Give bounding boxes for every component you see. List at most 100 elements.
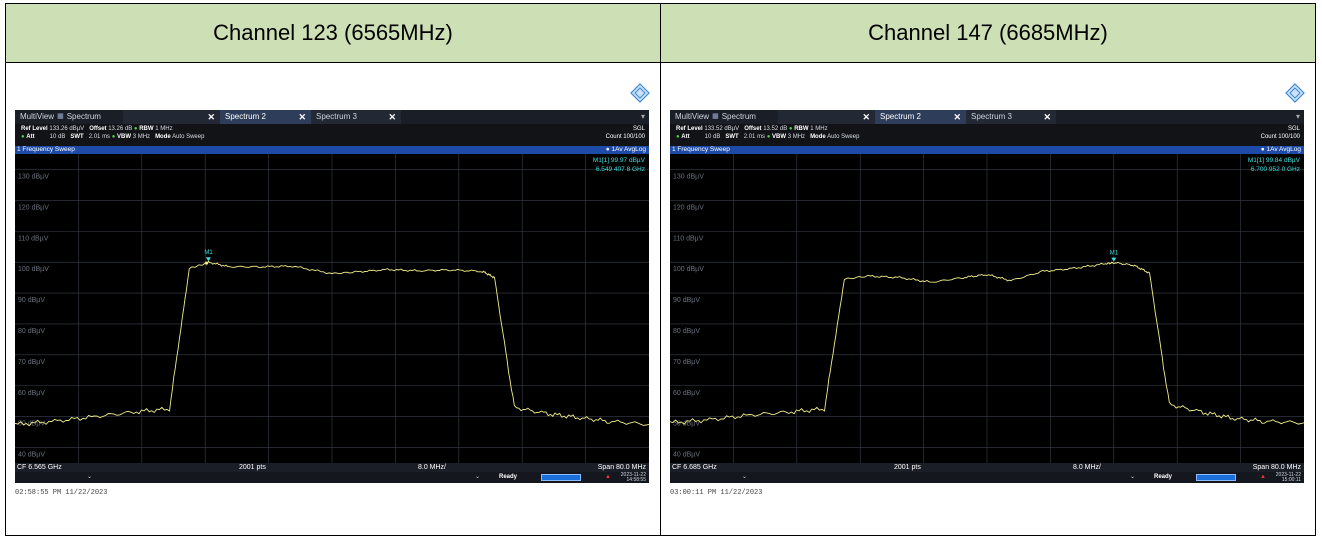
menu-icon[interactable]: ▾ (640, 112, 645, 121)
tab-label: Spectrum 3 (316, 112, 357, 121)
tab-multiview[interactable]: MultiView ▦ Spectrum (15, 110, 123, 124)
chevron-down-icon[interactable]: ⌄ (87, 474, 93, 480)
count-label: Count 100/100 (1260, 134, 1300, 140)
sweep-title-bar: 1 Frequency Sweep ● 1Av AvgLog (15, 146, 649, 154)
trace-line (670, 261, 1304, 425)
warning-icon: ▲ (605, 474, 611, 480)
y-tick-label: 50 dBµV (673, 421, 700, 428)
panel-heading-left: Channel 123 (6565MHz) (6, 4, 661, 63)
panel-heading-right: Channel 147 (6685MHz) (661, 4, 1315, 63)
close-icon[interactable]: ✕ (953, 112, 961, 122)
close-icon[interactable]: ✕ (388, 112, 396, 122)
spectrum-plot: 130 dBµV 120 dBµV 110 dBµV 100 dBµV 90 dBµV 8… (15, 154, 649, 463)
span-label: Span 80.0 MHz (597, 464, 646, 471)
marker-tag: M1 (1110, 251, 1119, 257)
y-tick-label: 70 dBµV (673, 359, 700, 366)
tab-multiview[interactable]: MultiView ▦ Spectrum (670, 110, 778, 124)
settings-row-2: ● Att 10 dB SWT 2.01 ms ● VBW 3 MHz Mode… (676, 134, 860, 140)
center-frequency: CF 6.685 GHz (672, 464, 717, 471)
settings-row-1: Ref Level 133.52 dBµV Offset 13.52 dB ● … (676, 126, 828, 132)
panel-right: MultiView ▦ Spectrum ✕ Spectrum 2 ✕ Spectru… (661, 63, 1315, 535)
settings-row-1: Ref Level 133.26 dBµV Offset 13.26 dB ● … (21, 126, 173, 132)
tab-label: Spectrum 3 (971, 112, 1012, 121)
close-icon[interactable]: ✕ (207, 112, 215, 122)
marker-readout-frequency: 6.700 952 0 GHz (1251, 166, 1300, 173)
tab-multiview-label: MultiView (20, 112, 55, 121)
sgl-label: SGL (632, 126, 645, 132)
capture-timestamp: 03:00:11 PM 11/22/2023 (670, 489, 763, 497)
y-tick-label: 80 dBµV (673, 328, 700, 335)
close-icon[interactable]: ✕ (1043, 112, 1051, 122)
chevron-down-icon[interactable]: ⌄ (742, 474, 748, 480)
y-tick-label: 90 dBµV (18, 297, 45, 304)
spectrum-plot: 130 dBµV 120 dBµV 110 dBµV 100 dBµV 90 dBµV 8… (670, 154, 1304, 463)
y-tick-label: 120 dBµV (673, 204, 704, 211)
tab-spectrum-3[interactable]: Spectrum 3 ✕ (311, 110, 401, 124)
y-tick-label: 40 dBµV (673, 452, 700, 459)
y-tick-label: 70 dBµV (18, 359, 45, 366)
tab-spectrum[interactable]: ✕ (123, 110, 220, 124)
marker-readout-level: M1[1] 99.84 dBµV (1248, 157, 1301, 164)
settings-bar: Ref Level 133.52 dBµV Offset 13.52 dB ● … (670, 124, 1304, 146)
trace-label: ● 1Av AvgLog (1260, 146, 1301, 153)
rohde-logo-icon (630, 83, 650, 103)
y-tick-label: 60 dBµV (673, 390, 700, 397)
y-tick-label: 50 dBµV (18, 421, 45, 428)
analyzer-screen: MultiView ▦ Spectrum ✕ Spectrum 2 ✕ Spectru… (670, 110, 1304, 483)
chevron-down-icon[interactable]: ⌄ (475, 474, 481, 480)
close-icon[interactable]: ✕ (862, 112, 870, 122)
y-tick-label: 130 dBµV (18, 173, 49, 180)
rohde-logo-icon (1285, 83, 1305, 103)
tab-bar: MultiView ▦ Spectrum ✕ Spectrum 2 ✕ Spectru… (15, 110, 649, 124)
status-datetime: 2023-11-22 14:58:55 (620, 472, 646, 483)
marker-tag: M1 (204, 250, 213, 256)
sweep-title: 1 Frequency Sweep (17, 146, 75, 153)
menu-icon[interactable]: ▾ (1295, 112, 1300, 121)
settings-row-2: ● Att 10 dB SWT 2.01 ms ● VBW 3 MHz Mode… (21, 134, 205, 140)
count-label: Count 100/100 (605, 134, 645, 140)
warning-icon: ▲ (1260, 474, 1266, 480)
tab-spectrum-3[interactable]: Spectrum 3 ✕ (966, 110, 1056, 124)
y-tick-label: 100 dBµV (673, 266, 704, 273)
ready-status: Ready (499, 474, 518, 480)
marker-readout-level: M1[1] 99.97 dBµV (593, 157, 646, 164)
settings-bar: Ref Level 133.26 dBµV Offset 13.26 dB ● … (15, 124, 649, 146)
tab-label: Spectrum 2 (225, 112, 266, 121)
sweep-title-bar: 1 Frequency Sweep ● 1Av AvgLog (670, 146, 1304, 154)
tab-label: Spectrum 2 (880, 112, 921, 121)
progress-icon (541, 474, 581, 481)
analyzer-screen: MultiView ▦ Spectrum ✕ Spectrum 2 ✕ Spectru… (15, 110, 649, 483)
sweep-title: 1 Frequency Sweep (672, 146, 730, 153)
progress-icon (1196, 474, 1236, 481)
y-tick-label: 110 dBµV (18, 235, 49, 242)
chevron-down-icon[interactable]: ⌄ (1130, 474, 1136, 480)
footer-bar: CF 6.685 GHz 2001 pts 8.0 MHz/ Span 80.0… (670, 463, 1304, 472)
tab-spectrum-label: Spectrum (66, 112, 101, 121)
y-tick-label: 130 dBµV (673, 173, 704, 180)
tab-spectrum-label: Spectrum (721, 112, 756, 121)
panel-left: MultiView ▦ Spectrum ✕ Spectrum 2 ✕ Spectru… (6, 63, 660, 535)
tab-spectrum-2[interactable]: Spectrum 2 ✕ (875, 110, 966, 124)
points-count: 2001 pts (894, 464, 921, 471)
footer-bar: CF 6.565 GHz 2001 pts 8.0 MHz/ Span 80.0… (15, 463, 649, 472)
center-frequency: CF 6.565 GHz (17, 464, 62, 471)
marker-icon (1111, 257, 1117, 262)
close-icon[interactable]: ✕ (298, 112, 306, 122)
ready-status: Ready (1154, 474, 1173, 480)
results-table: Channel 123 (6565MHz) Channel 147 (6685M… (5, 3, 1316, 536)
y-tick-label: 120 dBµV (18, 204, 49, 211)
grid-icon: ▦ (712, 113, 719, 120)
y-tick-label: 100 dBµV (18, 266, 49, 273)
div-label: 8.0 MHz/ (1073, 464, 1102, 471)
tab-spectrum-2[interactable]: Spectrum 2 ✕ (220, 110, 311, 124)
y-tick-label: 80 dBµV (18, 328, 45, 335)
div-label: 8.0 MHz/ (418, 464, 447, 471)
trace-line (15, 260, 649, 427)
marker-readout-frequency: 6.549 407 8 GHz (596, 166, 645, 173)
status-datetime: 2023-11-22 15:00:11 (1275, 472, 1301, 483)
tab-multiview-label: MultiView (675, 112, 710, 121)
y-tick-label: 40 dBµV (18, 452, 45, 459)
tab-bar: MultiView ▦ Spectrum ✕ Spectrum 2 ✕ Spectru… (670, 110, 1304, 124)
tab-spectrum[interactable]: ✕ (778, 110, 875, 124)
points-count: 2001 pts (239, 464, 266, 471)
